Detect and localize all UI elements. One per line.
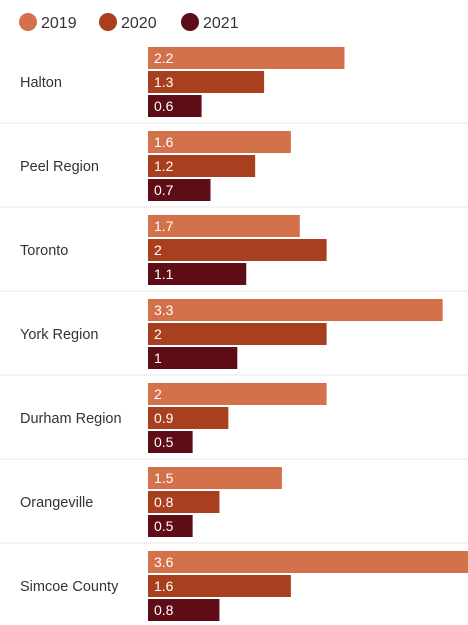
category-label: Durham Region	[20, 411, 122, 427]
category-group-durham-region: Durham Region 2 0.9 0.5	[20, 383, 327, 453]
data-label: 0.8	[154, 602, 174, 618]
legend-item-2021: 2021	[181, 13, 239, 32]
bar-york-region-2021	[148, 347, 238, 369]
data-label: 1.7	[154, 218, 174, 234]
legend-label: 2019	[41, 15, 77, 32]
data-label: 0.8	[154, 494, 174, 510]
data-label: 0.5	[154, 518, 174, 534]
bar-durham-region-2019	[148, 383, 327, 405]
category-label: Peel Region	[20, 159, 99, 175]
category-group-orangeville: Orangeville 1.5 0.8 0.5	[20, 467, 282, 537]
bar-halton-2020	[148, 71, 265, 93]
category-group-simcoe-county: Simcoe County 3.6 1.6 0.8	[20, 551, 468, 621]
bar-peel-region-2020	[148, 155, 256, 177]
legend-item-2020: 2020	[99, 13, 157, 32]
plot-area: Halton 2.2 1.3 0.6 Peel Region 1.6 1.2 0.7 Toron…	[0, 47, 468, 621]
legend-swatch	[99, 13, 117, 31]
bar-durham-region-2021	[148, 431, 193, 453]
category-group-halton: Halton 2.2 1.3 0.6	[20, 47, 345, 117]
data-label: 3.3	[154, 302, 174, 318]
data-label: 2	[154, 386, 162, 402]
legend-item-2019: 2019	[19, 13, 77, 32]
data-label: 2.2	[154, 50, 174, 66]
data-label: 2	[154, 242, 162, 258]
data-label: 1.2	[154, 158, 174, 174]
data-label: 1.5	[154, 470, 174, 486]
bar-simcoe-county-2019	[148, 551, 468, 573]
bar-york-region-2020	[148, 323, 327, 345]
category-group-toronto: Toronto 1.7 2 1.1	[20, 215, 327, 285]
data-label: 0.9	[154, 410, 174, 426]
bar-orangeville-2020	[148, 491, 220, 513]
data-label: 0.7	[154, 182, 174, 198]
bar-halton-2019	[148, 47, 345, 69]
legend-label: 2020	[121, 15, 157, 32]
data-label: 1.6	[154, 134, 174, 150]
data-label: 1.6	[154, 578, 174, 594]
bar-orangeville-2021	[148, 515, 193, 537]
legend-label: 2021	[203, 15, 239, 32]
category-label: Halton	[20, 75, 62, 91]
legend: 2019 2020 2021	[19, 13, 239, 32]
legend-swatch	[181, 13, 199, 31]
bar-durham-region-2020	[148, 407, 229, 429]
category-group-peel-region: Peel Region 1.6 1.2 0.7	[20, 131, 291, 201]
data-label: 2	[154, 326, 162, 342]
category-group-york-region: York Region 3.3 2 1	[20, 299, 443, 369]
data-label: 3.6	[154, 554, 174, 570]
legend-swatch	[19, 13, 37, 31]
bar-simcoe-county-2020	[148, 575, 291, 597]
bar-peel-region-2021	[148, 179, 211, 201]
data-label: 1.1	[154, 266, 174, 282]
data-label: 0.5	[154, 434, 174, 450]
bar-peel-region-2019	[148, 131, 291, 153]
bar-simcoe-county-2021	[148, 599, 220, 621]
data-label: 1.3	[154, 74, 174, 90]
category-label: Simcoe County	[20, 579, 119, 595]
bar-toronto-2019	[148, 215, 300, 237]
bar-halton-2021	[148, 95, 202, 117]
data-label: 1	[154, 350, 162, 366]
category-label: York Region	[20, 327, 98, 343]
bar-toronto-2020	[148, 239, 327, 261]
bar-york-region-2019	[148, 299, 443, 321]
bar-orangeville-2019	[148, 467, 282, 489]
data-label: 0.6	[154, 98, 174, 114]
category-label: Toronto	[20, 243, 68, 259]
bar-toronto-2021	[148, 263, 247, 285]
category-label: Orangeville	[20, 495, 93, 511]
